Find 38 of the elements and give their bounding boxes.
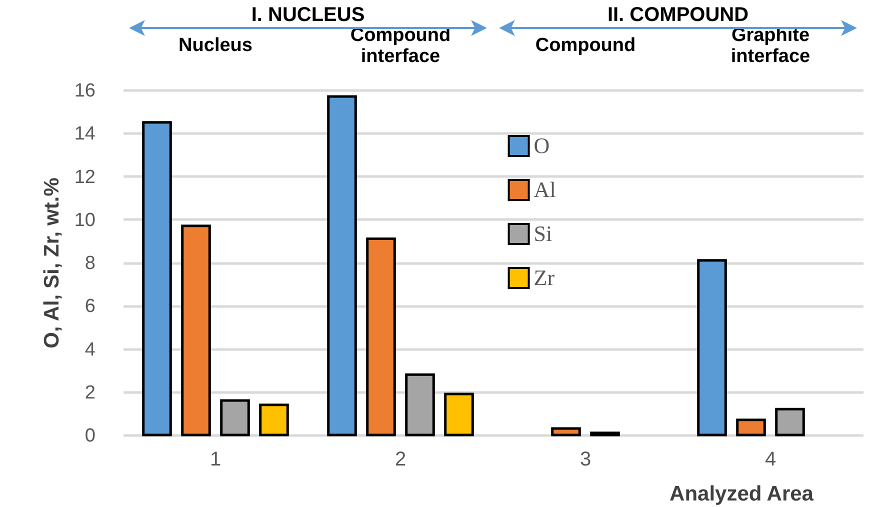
y-tick-label: 16	[74, 80, 96, 102]
x-tick-label: 1	[210, 448, 222, 470]
x-tick-label: 2	[394, 448, 406, 470]
y-axis-title: O, Al, Si, Zr, wt.%	[40, 177, 64, 348]
y-tick-label: 2	[84, 382, 96, 404]
x-tick-label: 4	[764, 448, 776, 470]
legend-label: O	[534, 133, 550, 158]
y-tick-label: 0	[84, 426, 96, 446]
bar	[551, 427, 581, 436]
text: Nucleus	[178, 35, 252, 56]
y-tick-label: 4	[84, 339, 96, 360]
y-tick-label: 10	[74, 210, 96, 231]
bar	[590, 432, 620, 436]
bar	[444, 392, 474, 436]
y-tick-label: 14	[74, 124, 96, 145]
bar	[327, 95, 357, 436]
bar	[405, 373, 435, 436]
text: Compound	[535, 35, 636, 56]
bar	[181, 224, 211, 436]
y-tick-label: 8	[84, 253, 96, 274]
bar	[366, 238, 396, 436]
legend-label: Zr	[534, 265, 556, 290]
text: Compound interface	[350, 25, 451, 67]
bar	[259, 404, 289, 436]
bar	[775, 408, 805, 436]
text: I. NUCLEUS	[251, 4, 365, 26]
bar	[142, 121, 172, 436]
y-tick-label: 6	[84, 296, 96, 318]
bar	[736, 418, 766, 436]
bar	[697, 259, 727, 436]
x-axis-title: Analyzed Area	[670, 482, 814, 506]
legend-label: Al	[534, 177, 556, 202]
legend-label: Si	[534, 221, 552, 246]
x-tick-label: 3	[580, 448, 592, 470]
bar	[220, 399, 250, 436]
y-tick-label: 12	[74, 166, 96, 188]
text: Graphite interface	[730, 25, 810, 67]
text: II. COMPOUND	[607, 4, 749, 26]
